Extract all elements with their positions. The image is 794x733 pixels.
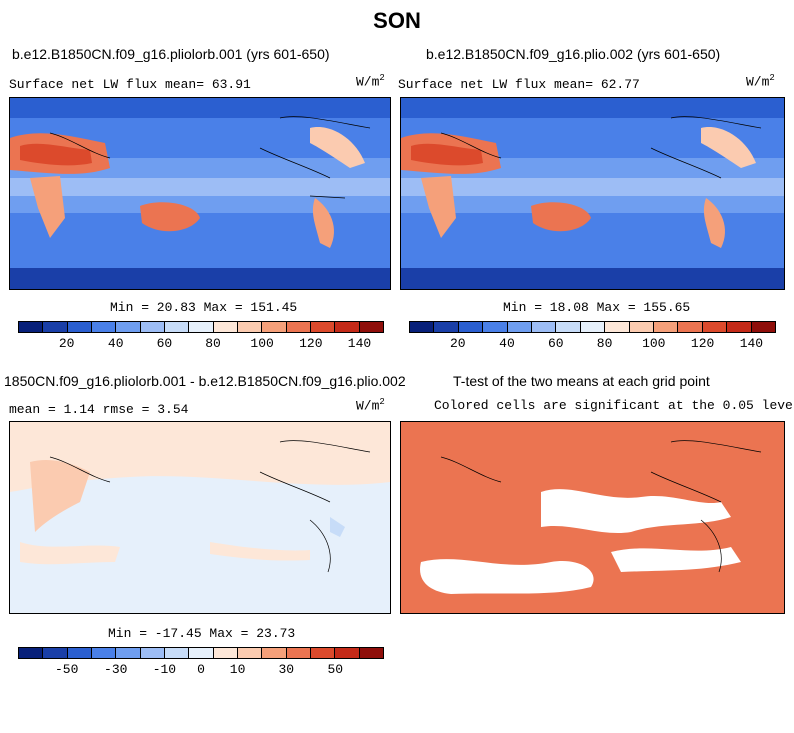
colorbar-swatch (335, 322, 360, 332)
panel2-title: b.e12.B1850CN.f09_g16.plio.002 (yrs 601-… (426, 46, 721, 62)
colorbar-swatch (262, 322, 287, 332)
colorbar-diff (18, 647, 384, 659)
colorbar-swatch (164, 322, 190, 332)
colorbar-swatch (140, 322, 165, 332)
panel1-colorbar: 20 40 60 80 100 120 140 (18, 321, 384, 352)
tick-label: 120 (299, 336, 323, 351)
tick-label: 10 (229, 662, 246, 677)
colorbar-swatch (164, 648, 190, 658)
colorbar-swatch (678, 322, 703, 332)
tick-label: 20 (58, 336, 75, 351)
colorbar-swatch (91, 648, 117, 658)
colorbar-swatch (116, 648, 141, 658)
tick-label: -30 (104, 662, 128, 677)
colorbar-swatch (727, 322, 752, 332)
panel2-colorbar: 20 40 60 80 100 120 140 (409, 321, 776, 352)
colorbar-swatch (67, 648, 92, 658)
tick-label: 0 (197, 662, 205, 677)
panel3-title: 1850CN.f09_g16.pliolorb.001 - b.e12.B185… (4, 373, 406, 389)
colorbar-swatch (751, 322, 776, 332)
panel2-subtitle: Surface net LW flux mean= 62.77 (398, 77, 640, 92)
colorbar-swatch (91, 322, 117, 332)
panel1-minmax: Min = 20.83 Max = 151.45 (110, 300, 298, 315)
panel3-map (9, 421, 391, 614)
tick-label: 50 (327, 662, 344, 677)
tick-label: 40 (107, 336, 124, 351)
colorbar-swatch (654, 322, 679, 332)
colorbar-swatch (116, 322, 141, 332)
colorbar-swatch (43, 648, 68, 658)
colorbar-swatch (213, 648, 238, 658)
tick-label: 140 (739, 336, 764, 351)
panel1-unit: W/m2 (356, 73, 385, 90)
colorbar-swatch (19, 648, 44, 658)
panel4-subtitle: Colored cells are significant at the 0.0… (434, 398, 794, 413)
colorbar-swatch (310, 322, 336, 332)
tick-label: 60 (547, 336, 564, 351)
panel3-subtitle: mean = 1.14 rmse = 3.54 (9, 402, 189, 417)
panel1-subtitle: Surface net LW flux mean= 63.91 (9, 77, 251, 92)
colorbar-swatch (262, 648, 287, 658)
panel3-colorbar: -50 -30 -10 0 10 30 50 (18, 647, 384, 678)
panel4-map (400, 421, 785, 614)
tick-label: 120 (690, 336, 715, 351)
colorbar-swatch (189, 322, 214, 332)
panel3-unit: W/m2 (356, 397, 385, 414)
colorbar-swatch (67, 322, 92, 332)
colorbar-swatch (556, 322, 581, 332)
panel1-title: b.e12.B1850CN.f09_g16.pliolorb.001 (yrs … (12, 46, 330, 62)
colorbar-swatch (483, 322, 508, 332)
colorbar-abs-2 (409, 321, 776, 333)
tick-label: 30 (278, 662, 295, 677)
tick-label: -50 (54, 662, 79, 677)
tick-label: 60 (156, 336, 173, 351)
colorbar-swatch (605, 322, 630, 332)
colorbar-swatch (237, 322, 263, 332)
panel4-title: T-test of the two means at each grid poi… (453, 373, 710, 389)
panel2-minmax: Min = 18.08 Max = 155.65 (503, 300, 691, 315)
colorbar-swatch (189, 648, 214, 658)
colorbar-swatch (310, 648, 336, 658)
tick-label: 20 (449, 336, 466, 351)
colorbar-swatch (507, 322, 533, 332)
panel1-map (9, 97, 391, 290)
colorbar-swatch (213, 322, 238, 332)
colorbar-swatch (43, 322, 68, 332)
panel2-map (400, 97, 785, 290)
tick-label: 100 (642, 336, 666, 351)
colorbar-swatch (237, 648, 263, 658)
tick-label: 80 (596, 336, 613, 351)
colorbar-swatch (580, 322, 606, 332)
colorbar-swatch (410, 322, 435, 332)
colorbar-swatch (286, 648, 311, 658)
colorbar-swatch (286, 322, 311, 332)
tick-label: -10 (152, 662, 177, 677)
colorbar-swatch (359, 322, 383, 332)
tick-label: 140 (347, 336, 372, 351)
colorbar-swatch (434, 322, 459, 332)
tick-label: 40 (499, 336, 515, 351)
colorbar-swatch (19, 322, 44, 332)
colorbar-abs-1 (18, 321, 384, 333)
tick-label: 100 (250, 336, 274, 351)
panel3-minmax: Min = -17.45 Max = 23.73 (108, 626, 296, 641)
colorbar-swatch (702, 322, 728, 332)
colorbar-swatch (335, 648, 360, 658)
panel2-unit: W/m2 (746, 73, 775, 90)
colorbar-swatch (140, 648, 165, 658)
colorbar-swatch (458, 322, 484, 332)
colorbar-swatch (359, 648, 383, 658)
colorbar-swatch (532, 322, 557, 332)
tick-label: 80 (205, 336, 221, 351)
colorbar-swatch (629, 322, 655, 332)
figure-title: SON (373, 8, 421, 33)
